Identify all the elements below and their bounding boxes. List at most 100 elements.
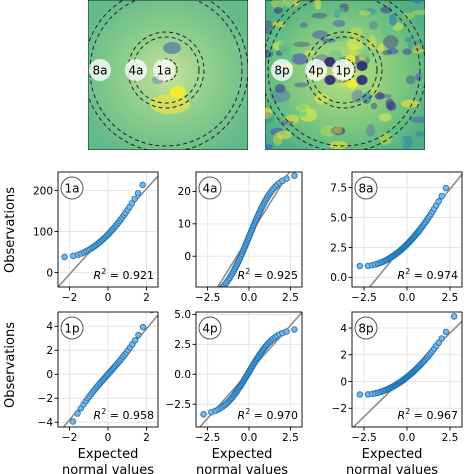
r-squared-label: R2 = 0.958: [94, 407, 154, 422]
y-tick-label: 5.0: [174, 309, 191, 321]
y-tick-label: 2.5: [330, 242, 347, 254]
y-tick-label: −2: [38, 393, 53, 405]
y-tick-label: 0.0: [330, 272, 347, 284]
data-point: [356, 391, 364, 398]
data-point: [139, 181, 146, 189]
x-tick-label: 0.0: [399, 432, 416, 444]
x-tick-label: −2.5: [351, 432, 377, 444]
inner-ring: [154, 58, 178, 82]
amplitude-map-label-4a: 4a: [129, 64, 144, 78]
panel-badge-8a: [354, 176, 378, 200]
r-squared-label: R2 = 0.925: [238, 267, 298, 282]
panel-badge-label: 4p: [202, 322, 217, 336]
x-tick-label: 0: [105, 292, 112, 304]
points-8a: [356, 166, 457, 270]
x-tick-label: 0: [105, 432, 112, 444]
y-axis-label-bottom: Observations: [3, 322, 18, 408]
data-point: [450, 313, 458, 320]
y-tick-label: 5.0: [330, 212, 347, 224]
data-point: [435, 198, 442, 205]
x-axis-label-3-line1: Expected: [362, 447, 423, 462]
y-tick-label: −4: [38, 417, 54, 429]
panel-badge-label: 1p: [64, 322, 79, 336]
points-1a: [61, 163, 155, 261]
phase-map: 8p 4p 1p: [265, 0, 425, 150]
points-4p: [200, 326, 298, 418]
data-point: [291, 172, 298, 179]
x-tick-label: −2: [62, 432, 77, 444]
r-squared-label: R2 = 0.970: [238, 407, 298, 422]
phase-map-label-4p: 4p: [308, 64, 323, 78]
data-point: [131, 195, 138, 203]
data-point: [442, 328, 450, 336]
panel-badge-1a: [60, 176, 84, 200]
qq-panel-1p: −2 0 2 −4 −2 0 2 4 1p R2 = 0.958: [38, 311, 159, 444]
phase-map-badge-1p: [332, 59, 354, 81]
amplitude-map-label-1a: 1a: [157, 64, 172, 78]
amplitude-hotspot: [150, 94, 190, 114]
qq-panel-8a: −2.5 0.0 2.5 0.0 2.5 5.0 7.5 8a R2 = 0.974: [330, 166, 463, 304]
phase-map-label-1p: 1p: [335, 64, 350, 78]
x-tick-label: −2.5: [195, 292, 221, 304]
amplitude-map-badge-8a: [89, 59, 111, 81]
x-tick-label: −2.5: [351, 292, 377, 304]
x-tick-label: −2.5: [195, 432, 221, 444]
amplitude-map-badge-4a: [125, 59, 147, 81]
data-point: [451, 166, 457, 172]
data-point: [61, 253, 68, 261]
data-point: [200, 411, 207, 418]
y-tick-label: 7.5: [330, 182, 347, 194]
data-point: [283, 175, 290, 182]
data-point: [131, 337, 139, 344]
y-tick-label: 0: [46, 369, 53, 381]
x-tick-label: 0.0: [399, 292, 416, 304]
data-point: [139, 323, 147, 331]
x-tick-label: 2.5: [442, 292, 459, 304]
y-tick-label: 100: [33, 226, 53, 238]
panel-badge-8p: [354, 316, 378, 340]
panel-badge-label: 8p: [358, 322, 373, 336]
x-axis-label-1-line2: normal values: [62, 463, 154, 474]
y-tick-label: 2: [340, 350, 347, 362]
data-point: [74, 410, 81, 417]
y-tick-label: 0: [184, 251, 191, 263]
y-tick-label: 0: [46, 267, 53, 279]
data-point: [69, 418, 77, 425]
x-axis-label-3-line2: normal values: [346, 463, 438, 474]
r-squared-label: R2 = 0.967: [398, 407, 458, 422]
data-point: [435, 339, 442, 346]
x-tick-label: 2.5: [442, 432, 459, 444]
x-tick-label: 2.5: [282, 292, 299, 304]
amplitude-map-badge-1a: [153, 59, 175, 81]
amplitude-map-label-8a: 8a: [93, 64, 108, 78]
x-tick-label: 2: [143, 292, 150, 304]
y-tick-label: 4: [46, 321, 53, 333]
phase-map-badge-8p: [271, 59, 293, 81]
y-tick-label: −2.5: [166, 399, 192, 411]
y-tick-label: 0: [340, 376, 347, 388]
x-tick-label: 0.0: [241, 292, 258, 304]
y-tick-label: −2: [332, 403, 347, 415]
data-point: [438, 335, 445, 342]
qq-panel-8p: −2.5 0.0 2.5 −2 0 2 4 8p R2 = 0.967: [332, 311, 463, 444]
phase-map-label-8p: 8p: [274, 64, 289, 78]
panel-badge-label: 8a: [359, 182, 374, 196]
x-tick-label: 2: [143, 432, 150, 444]
y-axis-label-top: Observations: [3, 187, 18, 273]
r-squared-label: R2 = 0.974: [398, 267, 458, 282]
panel-badge-label: 1a: [65, 182, 80, 196]
qq-panel-1a: −2 0 2 0 100 200 1a R2 = 0.921: [33, 163, 159, 304]
x-axis-label-1-line1: Expected: [78, 447, 139, 462]
data-point: [149, 163, 155, 169]
y-tick-label: 2.5: [174, 339, 191, 351]
data-point: [283, 328, 290, 335]
x-tick-label: 2.5: [282, 432, 299, 444]
x-tick-label: 0.0: [241, 432, 258, 444]
data-point: [438, 192, 445, 200]
y-tick-label: 200: [33, 185, 53, 197]
x-axis-label-2-line1: Expected: [212, 447, 273, 462]
points-1p: [69, 312, 155, 425]
panel-badge-4a: [198, 176, 222, 200]
panel-badge-label: 4a: [203, 182, 218, 196]
